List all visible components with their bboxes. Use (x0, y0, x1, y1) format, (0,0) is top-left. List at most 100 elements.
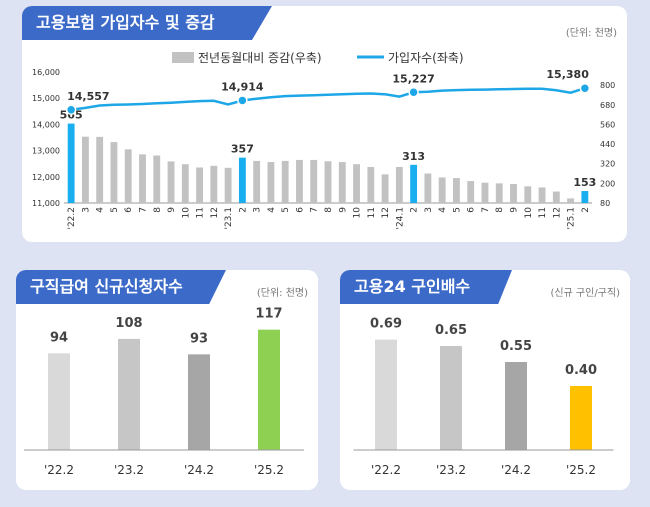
bar-value-label: 0.55 (500, 339, 532, 354)
x-axis-tick: '24.1 (395, 207, 405, 230)
x-axis-tick: 2 (581, 207, 591, 213)
jobseeker-claims-chart: 94 '22.2 108 '23.2 93 '24.2 117 '25.2 (24, 307, 304, 477)
bar-value-label: 0.40 (565, 363, 597, 378)
right-axis-tick: 680 (600, 101, 615, 110)
bar (440, 346, 462, 450)
bar-value-label: 0.69 (370, 317, 402, 332)
right-axis-tick: 560 (600, 120, 615, 129)
change-bar (281, 160, 289, 203)
x-axis-tick: 8 (153, 207, 163, 213)
change-bar (196, 167, 203, 203)
bar-value-label: 108 (115, 316, 142, 331)
change-bar (567, 198, 575, 203)
subscribers-label: 14,557 (67, 90, 109, 103)
change-bar (267, 162, 275, 203)
change-bar (381, 174, 389, 203)
bar-value-label: 94 (50, 330, 68, 345)
change-bar (167, 161, 175, 203)
x-axis-tick: 11 (538, 207, 548, 218)
x-axis-tick: 2 (410, 207, 420, 213)
category-label: '25.2 (254, 463, 284, 477)
x-axis-tick: 7 (481, 207, 491, 213)
right-axis-tick: 800 (600, 81, 615, 90)
bar-value-label: 117 (255, 307, 282, 322)
left-axis-tick: 14,000 (32, 120, 60, 129)
left-axis-tick: 12,000 (32, 173, 60, 182)
change-bar-label: 153 (573, 176, 596, 189)
x-axis-tick: 11 (367, 207, 377, 218)
change-bar (238, 157, 246, 203)
bar (505, 362, 527, 450)
change-bar (353, 164, 360, 203)
x-axis-tick: 6 (124, 207, 134, 213)
change-bar (395, 166, 403, 203)
change-bar (338, 162, 346, 203)
change-bar-label: 357 (231, 143, 254, 156)
x-axis-tick: 11 (196, 207, 206, 218)
change-bar (538, 187, 546, 203)
change-bar (67, 123, 75, 203)
right-axis-tick: 200 (600, 179, 615, 188)
change-bar (253, 160, 261, 203)
category-label: '24.2 (501, 463, 531, 477)
bar (375, 339, 397, 450)
subscribers-marker (237, 95, 248, 106)
x-axis-tick: 5 (452, 207, 462, 213)
change-bar (495, 183, 503, 203)
category-label: '22.2 (371, 463, 401, 477)
change-bar (139, 154, 146, 203)
legend-bar-label: 전년동월대비 증감(우축) (198, 51, 322, 65)
change-bar (453, 178, 460, 203)
jobseeker-claims-title: 구직급여 신규신청자수 (16, 270, 226, 304)
x-axis-tick: 2 (238, 207, 248, 213)
x-axis-tick: 5 (110, 207, 120, 213)
job-openings-ratio-title: 고용24 구인배수 (340, 270, 512, 304)
change-bar-label: 565 (60, 109, 83, 122)
bar (570, 386, 592, 450)
bar (188, 354, 210, 450)
change-bar (96, 136, 104, 203)
change-bar (224, 167, 232, 203)
bar-value-label: 93 (190, 331, 208, 346)
change-bar (181, 164, 189, 203)
change-bar (467, 181, 475, 203)
change-bar (296, 159, 303, 203)
x-axis-tick: '22.2 (67, 207, 77, 230)
x-axis-tick: 5 (281, 207, 291, 213)
x-axis-tick: 3 (81, 207, 91, 213)
subscribers-chart: 전년동월대비 증감(우축) 가입자수(좌축) 11,000 12,000 13,000 1… (32, 51, 615, 230)
change-bar (481, 182, 489, 203)
x-axis-tick: 9 (510, 207, 520, 213)
change-bar (581, 191, 589, 203)
bar (48, 353, 70, 450)
right-axis-tick: 320 (600, 160, 615, 169)
subscribers-marker (408, 87, 419, 98)
x-axis-tick: 10 (181, 207, 191, 219)
subscribers-label: 14,914 (221, 80, 264, 93)
category-label: '25.2 (566, 463, 596, 477)
subscribers-panel: 고용보험 가입자수 및 증감 (단위: 천명) 전년동월대비 증감(우축) 가입자… (22, 6, 627, 242)
subscribers-label: 15,227 (392, 72, 434, 85)
x-axis-tick: 12 (381, 207, 391, 218)
x-axis-tick: '23.1 (224, 207, 234, 230)
x-axis-tick: 7 (310, 207, 320, 213)
right-axis-tick: 80 (600, 199, 610, 208)
x-axis-tick: 4 (438, 207, 448, 213)
job-openings-ratio-panel: 고용24 구인배수 (신규 구인/구직) 0.69'22.2 0.65'23.2 0… (340, 270, 630, 490)
x-axis-tick: 8 (324, 207, 334, 213)
change-bar (410, 164, 418, 203)
job-openings-ratio-chart: 0.69 '22.2 0.65 '23.2 0.55 '24.2 0.40 '25.2 (353, 317, 614, 477)
change-bar (367, 166, 375, 203)
jobseeker-claims-panel: 구직급여 신규신청자수 (단위: 천명) 94 '22.2 108 '23.2 93 '2… (16, 270, 318, 490)
category-label: '22.2 (44, 463, 74, 477)
x-axis-tick: '25.1 (567, 207, 577, 230)
category-label: '23.2 (114, 463, 144, 477)
change-bar (324, 161, 332, 203)
change-bar (210, 165, 218, 203)
subscribers-line (70, 87, 586, 112)
x-axis-tick: 4 (96, 207, 106, 213)
left-axis-tick: 15,000 (32, 94, 60, 103)
left-axis-tick: 16,000 (32, 68, 60, 77)
x-axis-tick: 8 (495, 207, 505, 213)
category-label: '23.2 (436, 463, 466, 477)
